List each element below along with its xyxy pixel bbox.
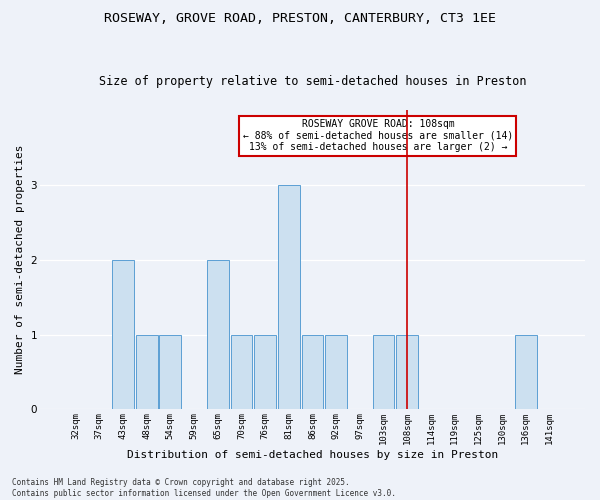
Y-axis label: Number of semi-detached properties: Number of semi-detached properties: [15, 145, 25, 374]
Bar: [254, 334, 276, 409]
Bar: [373, 334, 394, 409]
Bar: [397, 334, 418, 409]
X-axis label: Distribution of semi-detached houses by size in Preston: Distribution of semi-detached houses by …: [127, 450, 498, 460]
Bar: [112, 260, 134, 410]
Bar: [230, 334, 253, 409]
Bar: [302, 334, 323, 409]
Text: ROSEWAY GROVE ROAD: 108sqm
← 88% of semi-detached houses are smaller (14)
13% of: ROSEWAY GROVE ROAD: 108sqm ← 88% of semi…: [243, 119, 513, 152]
Bar: [278, 185, 299, 410]
Bar: [207, 260, 229, 410]
Bar: [136, 334, 158, 409]
Title: Size of property relative to semi-detached houses in Preston: Size of property relative to semi-detach…: [99, 75, 526, 88]
Bar: [160, 334, 181, 409]
Text: Contains HM Land Registry data © Crown copyright and database right 2025.
Contai: Contains HM Land Registry data © Crown c…: [12, 478, 396, 498]
Text: ROSEWAY, GROVE ROAD, PRESTON, CANTERBURY, CT3 1EE: ROSEWAY, GROVE ROAD, PRESTON, CANTERBURY…: [104, 12, 496, 26]
Bar: [325, 334, 347, 409]
Bar: [515, 334, 536, 409]
